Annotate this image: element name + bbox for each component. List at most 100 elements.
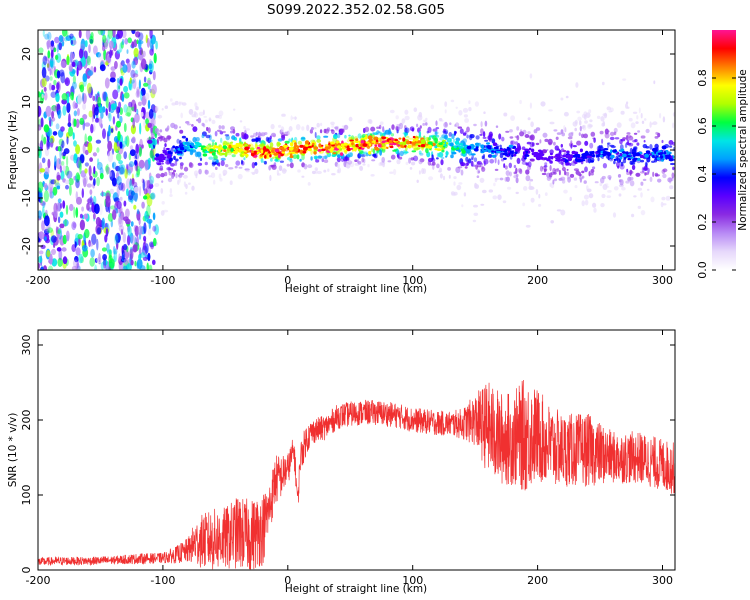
ridge-blob [643,118,647,121]
noise-blob [119,62,123,71]
noise-blob [87,70,93,76]
ridge-blob [544,138,549,142]
ridge-blob [307,164,313,169]
ridge-blob [179,156,182,160]
ridge-blob [538,193,541,199]
ridge-blob [294,116,297,121]
ridge-blob [270,158,273,162]
ridge-blob [208,143,212,146]
ridge-blob [235,160,241,166]
ridge-blob [409,167,413,170]
noise-blob [146,179,151,189]
ridge-core-blob [639,154,645,159]
noise-blob [62,200,66,209]
ridge-blob [609,131,615,136]
noise-blob [70,39,73,45]
ridge-blob [515,173,519,178]
ridge-blob [421,168,425,174]
noise-blob [79,213,83,219]
noise-blob [112,116,116,125]
ridge-blob [556,148,561,151]
noise-blob [143,76,147,83]
ridge-blob [593,137,596,143]
ridge-blob [442,175,446,181]
noise-blob [82,93,87,104]
ridge-blob [349,161,355,168]
noise-blob [47,140,51,150]
noise-blob [109,49,113,59]
ridge-blob [302,153,305,156]
ridge-core-blob [589,151,594,155]
noise-blob [102,254,107,261]
noise-blob [138,39,142,50]
noise-blob [142,179,145,191]
noise-blob [113,251,118,263]
ridge-blob [384,129,390,135]
ridge-blob [569,196,572,202]
ridge-blob [359,166,364,172]
ridge-core-blob [562,149,567,153]
ridge-core-blob [191,142,195,147]
noise-blob [42,265,48,270]
ridge-core-blob [557,154,561,158]
noise-blob [49,253,53,265]
ridge-core-blob [663,151,667,155]
spectrogram-xtick-label: 300 [652,274,673,287]
ridge-blob [439,119,444,122]
ridge-blob [438,167,443,173]
spectrogram-xtick-label: 100 [402,274,423,287]
ridge-blob [505,130,510,133]
noise-blob [146,204,151,217]
ridge-blob [583,133,588,139]
ridge-blob [535,142,540,146]
noise-blob [136,39,139,44]
ridge-blob [633,132,638,135]
noise-blob [64,218,67,227]
noise-blob [82,102,86,110]
ridge-blob [569,163,572,166]
spectrogram-xtick-label: 200 [527,274,548,287]
ridge-blob [197,117,202,124]
ridge-blob [313,127,317,130]
ridge-blob [157,114,163,119]
ridge-blob [297,140,303,145]
ridge-blob [219,177,223,182]
ridge-blob [213,179,216,185]
ridge-core-blob [179,146,185,151]
ridge-core-blob [307,147,312,152]
noise-blob [126,188,129,197]
ridge-blob [265,136,269,142]
ridge-blob [665,195,671,201]
ridge-core-blob [278,153,281,159]
ridge-blob [203,115,207,118]
noise-blob [69,33,74,39]
ridge-core-blob [590,160,594,163]
ridge-blob [482,136,487,139]
ridge-blob [561,161,565,167]
noise-blob [50,91,57,98]
ridge-blob [281,169,287,172]
ridge-blob [504,165,508,170]
noise-blob [93,195,97,206]
ridge-blob [336,157,341,163]
ridge-blob [453,181,456,186]
noise-blob [48,82,52,91]
ridge-blob [464,166,468,169]
ridge-blob [469,134,473,141]
ridge-blob [165,128,169,132]
noise-blob [44,215,50,227]
ridge-blob [579,125,582,132]
ridge-blob [330,121,335,126]
noise-blob [136,108,139,115]
noise-blob [38,181,44,193]
ridge-blob [577,116,582,122]
noise-blob [93,66,97,73]
noise-blob [79,84,85,93]
ridge-core-blob [486,145,492,149]
spectrogram-ytick-label: 0 [20,147,33,154]
ridge-blob [631,164,636,170]
ridge-blob [503,163,506,169]
noise-blob [108,258,115,269]
noise-blob [106,249,113,255]
ridge-blob [462,132,467,136]
